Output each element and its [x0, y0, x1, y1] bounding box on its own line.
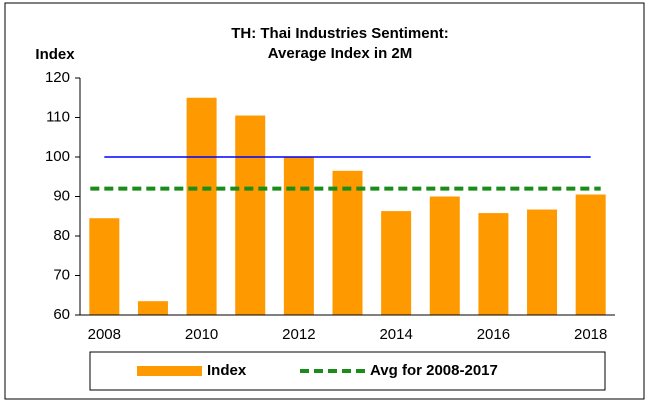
y-tick-label: 80: [53, 227, 70, 244]
chart-border: [4, 2, 645, 400]
bar: [137, 301, 168, 315]
bar: [478, 213, 509, 315]
x-tick-label: 2012: [282, 326, 315, 343]
bar: [575, 194, 606, 315]
y-tick-label: 100: [45, 148, 70, 165]
legend-label: Index: [207, 362, 247, 379]
y-tick-label: 110: [46, 108, 70, 125]
x-tick-label: 2018: [574, 326, 607, 343]
y-axis-label: Index: [35, 46, 75, 63]
bar: [429, 196, 460, 315]
y-tick-label: 70: [53, 266, 70, 283]
bar: [381, 211, 412, 315]
bar: [235, 115, 266, 316]
chart-title-line-1: TH: Thai Industries Sentiment:: [231, 25, 449, 42]
bar: [332, 170, 363, 315]
x-tick-label: 2016: [477, 326, 510, 343]
bar: [283, 157, 314, 315]
x-tick-label: 2010: [185, 326, 218, 343]
chart-title-line-2: Average Index in 2M: [268, 45, 413, 62]
bar: [89, 218, 120, 315]
y-tick-label: 60: [53, 306, 70, 323]
legend-swatch: [137, 366, 202, 376]
legend-label: Avg for 2008-2017: [370, 362, 498, 379]
x-tick-label: 2014: [379, 326, 412, 343]
y-tick-label: 90: [53, 187, 70, 204]
bar: [186, 97, 217, 315]
x-tick-label: 2008: [88, 326, 121, 343]
y-tick-label: 120: [45, 69, 70, 86]
bar: [527, 209, 558, 315]
